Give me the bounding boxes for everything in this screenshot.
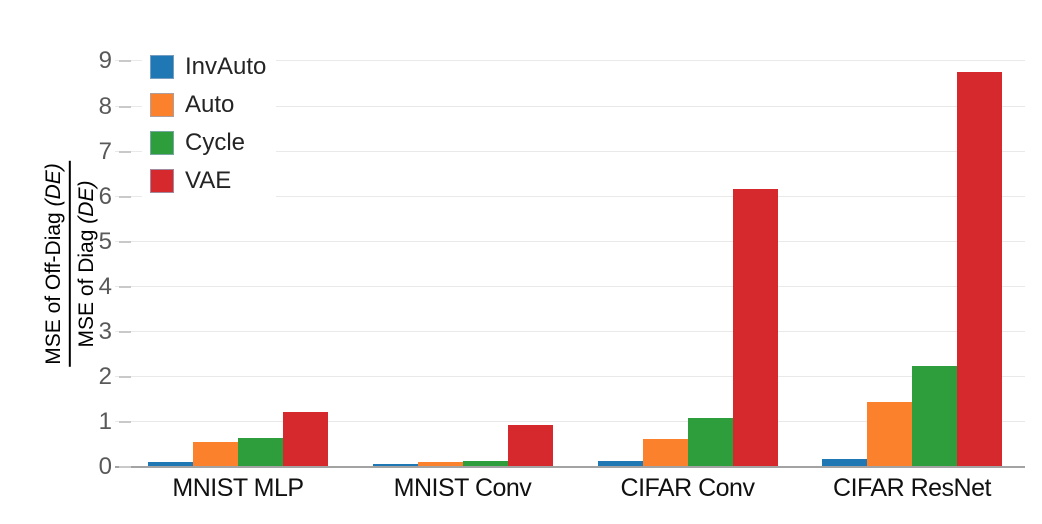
- y-tick-label-8: 8: [98, 92, 112, 120]
- bar-auto-mnist-mlp: [193, 442, 238, 467]
- legend-swatch-cycle: [150, 131, 174, 155]
- bar-vae-cifar-resnet: [957, 72, 1002, 467]
- y-axis-numerator: MSE of Off-Diag (DE): [40, 161, 71, 367]
- y-tick-mark-1: [119, 420, 131, 423]
- bar-invauto-cifar-conv: [597, 461, 643, 467]
- legend-item-invauto: InvAuto: [150, 48, 266, 86]
- x-axis-line: [115, 466, 1025, 468]
- grid-line-y3: [115, 330, 1025, 332]
- x-tick-label-mnist-conv: MNIST Conv: [393, 474, 532, 502]
- legend-item-cycle: Cycle: [150, 124, 266, 162]
- bar-cycle-mnist-mlp: [238, 437, 283, 467]
- bar-cycle-cifar-conv: [687, 418, 733, 467]
- x-tick-label-cifar-conv: CIFAR Conv: [620, 474, 755, 502]
- legend-swatch-auto: [150, 93, 174, 117]
- y-axis-denominator-text: MSE of Diag: [75, 229, 98, 348]
- legend-label-cycle: Cycle: [185, 129, 246, 156]
- x-tick-label-cifar-resnet: CIFAR ResNet: [833, 474, 991, 502]
- y-tick-mark-9: [119, 60, 131, 63]
- y-tick-label-6: 6: [98, 182, 112, 210]
- legend: InvAuto Auto Cycle VAE: [142, 44, 277, 204]
- bar-auto-cifar-conv: [642, 439, 688, 467]
- legend-label-auto: Auto: [185, 91, 235, 118]
- y-axis-fraction: MSE of Off-Diag (DE) MSE of Diag (DE): [40, 161, 99, 367]
- y-tick-mark-4: [119, 285, 131, 288]
- bar-auto-mnist-conv: [417, 461, 463, 467]
- bar-invauto-cifar-resnet: [822, 459, 867, 467]
- y-tick-label-7: 7: [98, 137, 112, 165]
- bar-cycle-mnist-conv: [462, 461, 508, 467]
- bar-invauto-mnist-conv: [372, 464, 418, 467]
- legend-label-vae: VAE: [185, 167, 232, 194]
- y-tick-label-9: 9: [98, 47, 112, 75]
- y-tick-label-5: 5: [98, 227, 112, 255]
- grid-line-y4: [115, 285, 1025, 287]
- legend-swatch-invauto: [150, 55, 174, 79]
- bar-cycle-cifar-resnet: [912, 366, 957, 467]
- legend-item-vae: VAE: [150, 162, 266, 200]
- y-tick-label-0: 0: [98, 453, 112, 480]
- y-axis-numerator-suffix: (DE): [41, 163, 65, 207]
- bar-auto-cifar-resnet: [867, 401, 912, 467]
- y-tick-mark-5: [119, 240, 131, 243]
- y-tick-mark-6: [119, 195, 131, 198]
- grid-line-y9: [115, 60, 1025, 62]
- y-axis-denominator-suffix: (DE): [75, 180, 98, 224]
- plot-area: [115, 38, 1025, 468]
- grid-line-y8: [115, 105, 1025, 107]
- bar-vae-mnist-mlp: [283, 412, 328, 467]
- y-tick-mark-0: [119, 466, 131, 468]
- y-tick-mark-8: [119, 105, 131, 108]
- y-tick-mark-2: [119, 375, 131, 378]
- grid-line-y1: [115, 420, 1025, 422]
- grid-line-y5: [115, 240, 1025, 242]
- bar-vae-mnist-conv: [507, 425, 553, 467]
- legend-label-invauto: InvAuto: [185, 53, 267, 80]
- y-tick-mark-7: [119, 150, 131, 153]
- grid-line-y7: [115, 150, 1025, 152]
- y-tick-label-1: 1: [98, 407, 112, 435]
- y-axis-denominator: MSE of Diag (DE): [71, 161, 99, 367]
- y-tick-label-3: 3: [98, 317, 112, 345]
- grid-line-y6: [115, 195, 1025, 197]
- grid-line-y2: [115, 375, 1025, 377]
- x-tick-label-mnist-mlp: MNIST MLP: [172, 474, 304, 502]
- y-tick-label-4: 4: [98, 272, 112, 300]
- bar-vae-cifar-conv: [732, 189, 778, 467]
- bar-invauto-mnist-mlp: [148, 461, 193, 467]
- y-tick-label-2: 2: [98, 362, 112, 390]
- y-tick-mark-3: [119, 330, 131, 333]
- legend-item-auto: Auto: [150, 86, 266, 124]
- y-axis-numerator-text: MSE of Off-Diag: [41, 212, 65, 365]
- legend-swatch-vae: [150, 169, 174, 193]
